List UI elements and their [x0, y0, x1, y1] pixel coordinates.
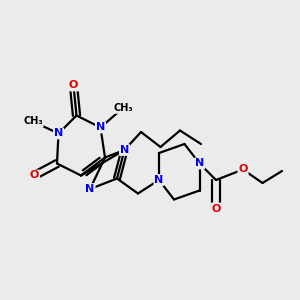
Text: N: N: [154, 175, 164, 185]
Text: O: O: [211, 203, 221, 214]
Text: CH₃: CH₃: [23, 116, 43, 127]
Text: N: N: [85, 184, 94, 194]
Text: N: N: [54, 128, 63, 139]
Text: N: N: [96, 122, 105, 133]
Text: N: N: [195, 158, 204, 169]
Text: N: N: [120, 145, 129, 155]
Text: O: O: [30, 170, 39, 181]
Text: O: O: [238, 164, 248, 175]
Text: CH₃: CH₃: [113, 103, 133, 113]
Text: O: O: [69, 80, 78, 91]
